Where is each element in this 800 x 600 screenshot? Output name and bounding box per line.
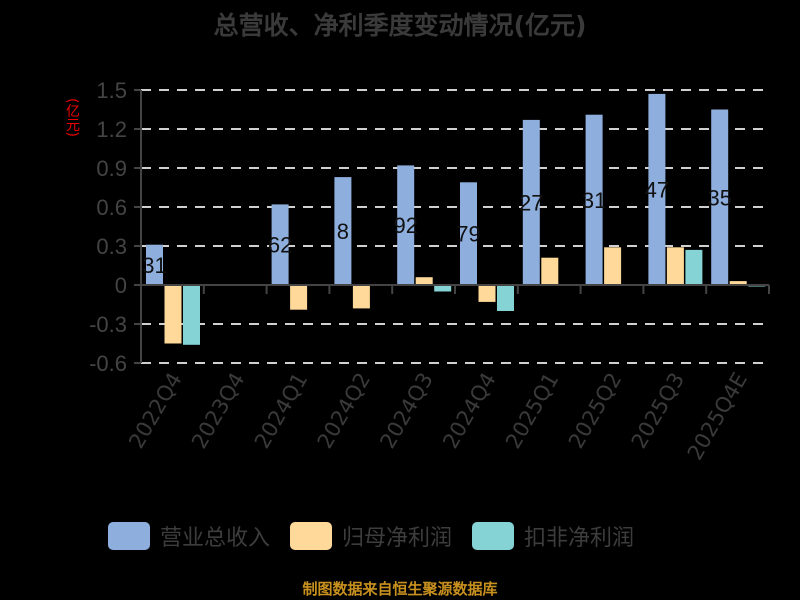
bar[interactable]: [460, 182, 477, 285]
legend-swatch: [108, 522, 150, 550]
bar[interactable]: [711, 109, 729, 286]
bar[interactable]: [729, 281, 747, 285]
bar[interactable]: [434, 285, 452, 292]
legend-item-revenue[interactable]: 营业总收入: [108, 520, 270, 552]
legend-item-parent-net-profit[interactable]: 归母净利润: [290, 520, 452, 552]
y-tick-label: 0.6: [96, 195, 127, 220]
x-tick-label: 2024Q3: [375, 368, 437, 452]
x-tick-label: 2022Q4: [124, 369, 186, 453]
bar[interactable]: [604, 247, 622, 285]
bar[interactable]: [666, 247, 684, 285]
bar[interactable]: [334, 177, 352, 285]
data-label: 8: [337, 219, 349, 244]
y-tick-label: 0.3: [96, 234, 127, 259]
bar[interactable]: [164, 285, 182, 344]
bar[interactable]: [397, 165, 415, 285]
x-tick-label: 2024Q2: [313, 369, 375, 453]
data-label: 35: [707, 185, 731, 210]
bar[interactable]: [183, 285, 200, 345]
bar[interactable]: [648, 93, 666, 286]
legend-label: 扣非净利润: [524, 526, 635, 551]
bar[interactable]: [271, 204, 289, 285]
legend: 营业总收入 归母净利润 扣非净利润: [108, 520, 654, 552]
chart-title: 总营收、净利季度变动情况(亿元): [213, 11, 587, 40]
x-tick-label: 2024Q4: [438, 369, 500, 453]
bar[interactable]: [478, 285, 496, 302]
bar[interactable]: [585, 114, 603, 285]
x-tick-label: 2025Q1: [501, 369, 563, 453]
x-tick-label: 2025Q4E: [683, 369, 752, 465]
legend-swatch: [290, 522, 333, 550]
bar[interactable]: [685, 249, 703, 285]
legend-item-deducted-net-profit[interactable]: 扣非净利润: [472, 520, 634, 552]
y-tick-label: 0.9: [96, 156, 127, 181]
bar[interactable]: [290, 285, 308, 310]
bar[interactable]: [541, 257, 559, 285]
legend-label: 归母净利润: [342, 526, 453, 551]
y-tick-label: -0.3: [89, 312, 127, 337]
bar[interactable]: [146, 244, 163, 285]
data-label: 31: [142, 253, 166, 278]
bar[interactable]: [352, 285, 370, 309]
y-tick-label: 1.2: [96, 117, 127, 142]
legend-swatch: [472, 522, 515, 550]
y-tick-label: 1.5: [96, 78, 127, 103]
bar[interactable]: [497, 285, 514, 311]
bar[interactable]: [415, 277, 433, 285]
x-tick-label: 2024Q1: [250, 369, 312, 453]
data-label: 92: [393, 213, 417, 238]
x-tick-label: 2025Q3: [627, 369, 689, 453]
bar[interactable]: [522, 119, 540, 286]
y-axis-unit: (亿元): [64, 98, 80, 137]
data-source: 制图数据来自恒生聚源数据库: [302, 580, 498, 598]
x-tick-label: 2025Q2: [564, 369, 626, 453]
data-label: 27: [519, 190, 543, 215]
data-label: 62: [268, 233, 292, 258]
data-label: 47: [645, 177, 669, 202]
x-tick-label: 2023Q4: [187, 369, 249, 453]
data-label: 31: [582, 188, 606, 213]
data-label: 79: [456, 222, 480, 247]
y-tick-label: -0.6: [89, 351, 127, 376]
y-tick-label: 0: [115, 273, 127, 298]
legend-label: 营业总收入: [160, 526, 271, 551]
